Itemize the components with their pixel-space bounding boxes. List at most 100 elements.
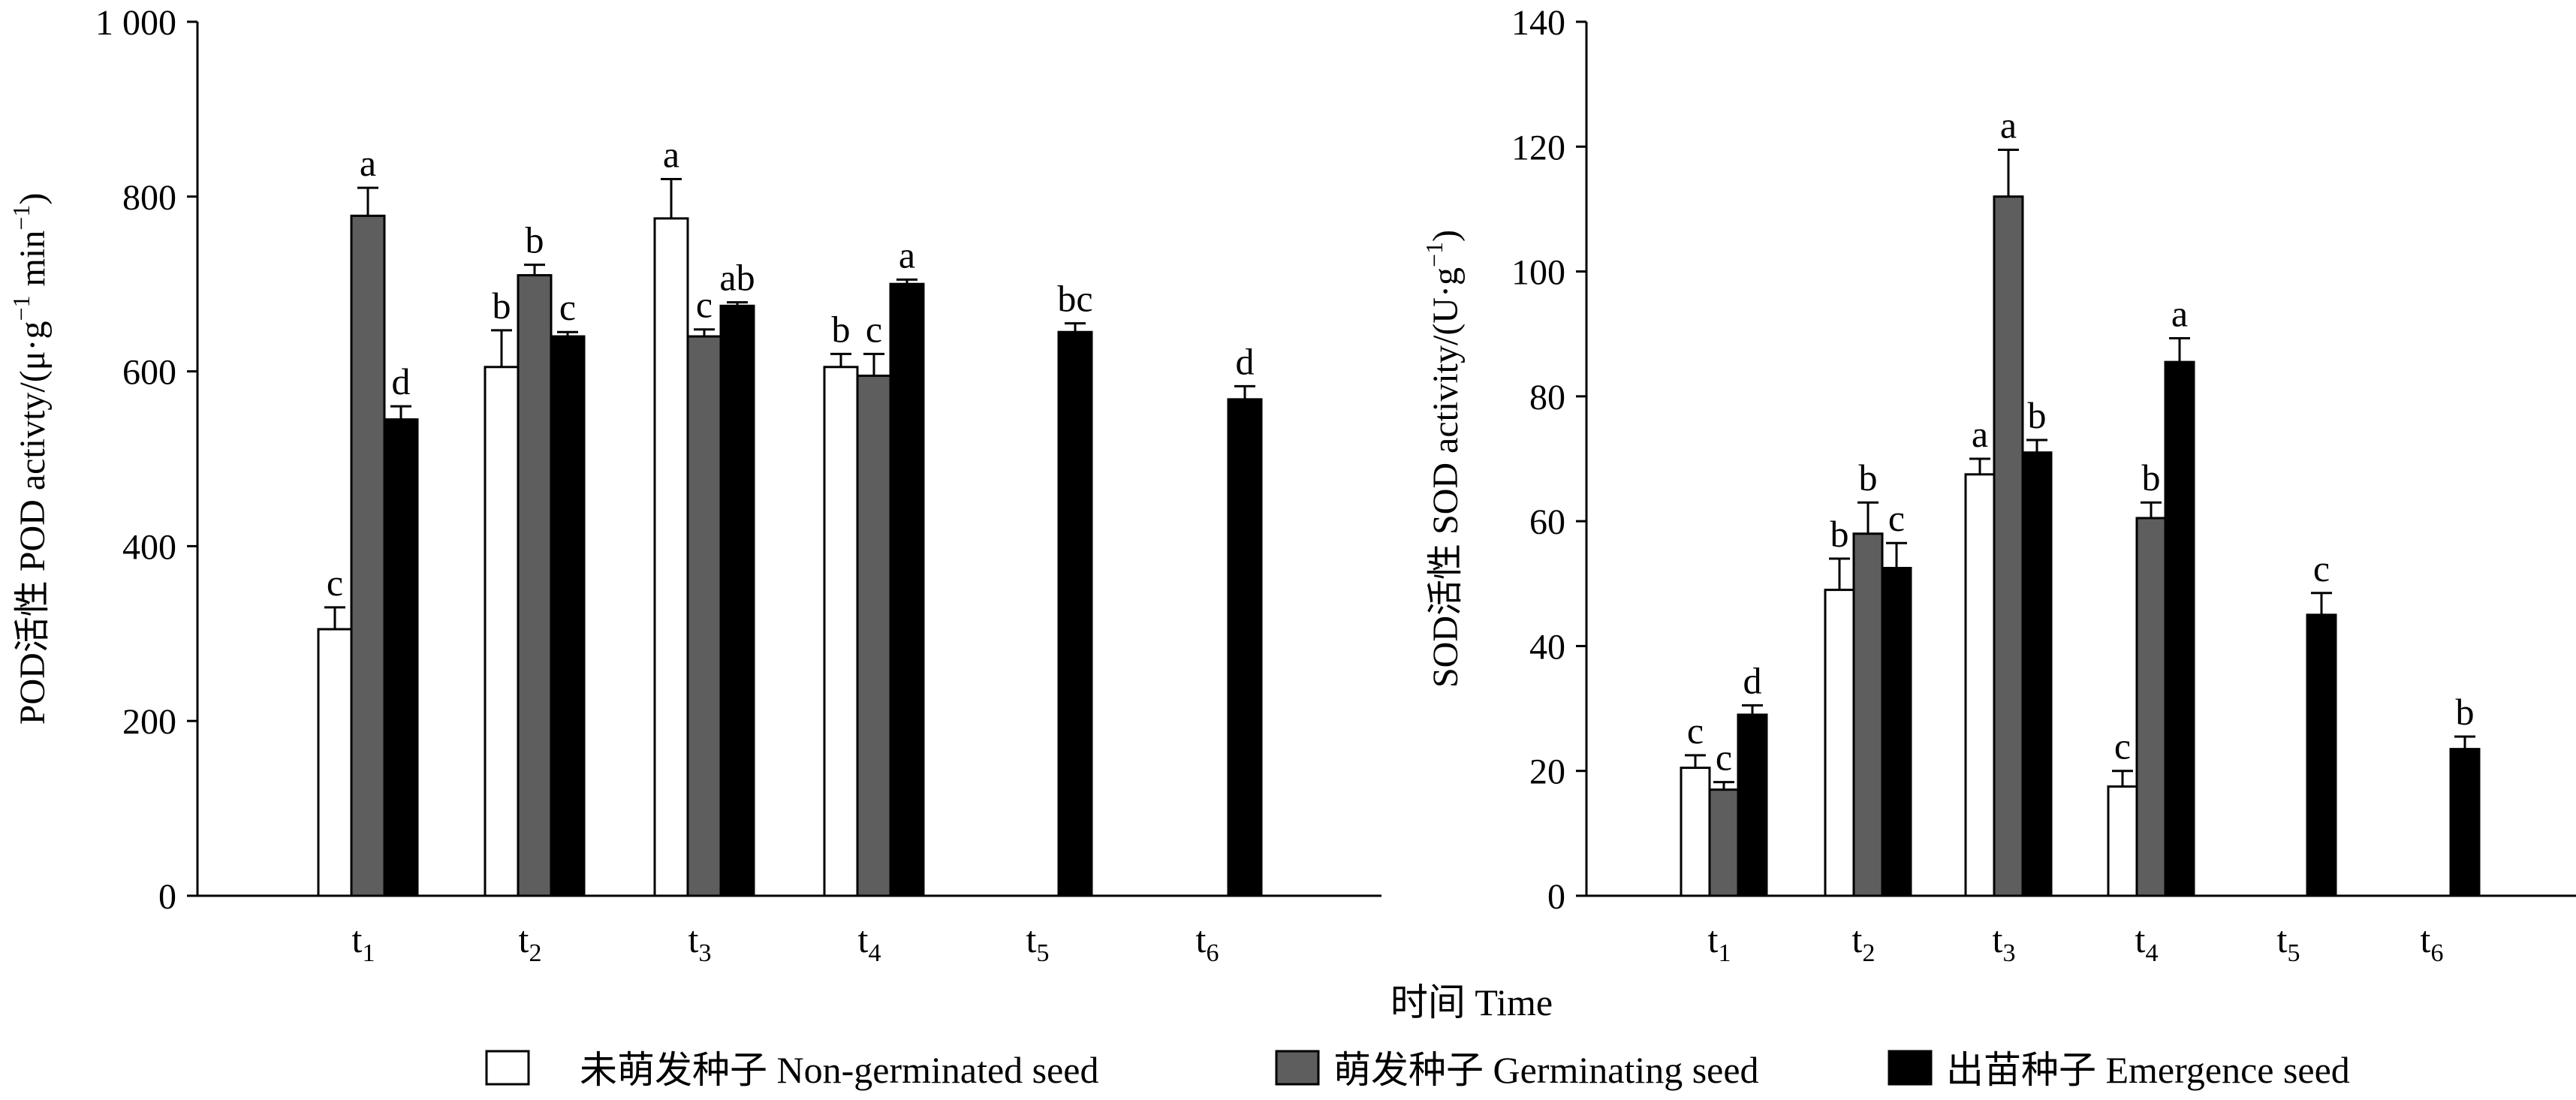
significance-letter: c: [327, 562, 343, 604]
bar-germinating-t3: [1993, 195, 2024, 897]
significance-letter: b: [2142, 457, 2161, 499]
y-axis-label: SOD活性 SOD activity/(U·g−1): [1421, 230, 1466, 688]
bar-germinating-t1: [350, 214, 386, 897]
significance-letter: d: [392, 360, 411, 402]
bar-germinating-t3: [686, 335, 722, 897]
bar-emergence-t5: [2306, 613, 2337, 897]
y-axis-label-end: ): [13, 193, 53, 205]
significance-letter: c: [1888, 497, 1905, 539]
significance-letter: d: [1743, 659, 1762, 701]
significance-letter: b: [2456, 691, 2475, 733]
significance-letter: b: [493, 285, 511, 327]
x-tick-label: t1: [1708, 918, 1731, 967]
significance-letter: c: [559, 286, 576, 328]
significance-letter: c: [1716, 737, 1732, 779]
bar-emergence-t2: [550, 335, 586, 897]
bar-non-germinated-t1: [1680, 767, 1711, 897]
y-tick-label: 0: [1547, 877, 1565, 917]
significance-letter: d: [1236, 340, 1255, 382]
bar-non-germinated-t2: [484, 366, 520, 897]
bar-non-germinated-t3: [1964, 473, 1996, 897]
pod-chart: 0 200 400 600 800 1 000 POD活性 POD activty/(μ·g…: [8, 3, 1381, 967]
significance-letter: a: [2171, 293, 2188, 335]
bar-emergence-t2: [1881, 567, 1912, 897]
bar-germinating-t4: [856, 374, 892, 897]
y-tick-label: 40: [1529, 627, 1565, 667]
legend-swatch-germinating: [1275, 1050, 1320, 1086]
legend-swatch-emergence: [1888, 1050, 1933, 1086]
y-axis-label-unit: min: [13, 231, 53, 296]
legend: 未萌发种子 Non-germinated seed 萌发种子 Germinati…: [485, 1049, 2350, 1091]
x-tick-label: t2: [1852, 918, 1876, 967]
x-tick-label: t3: [1993, 918, 2016, 967]
significance-letter: a: [360, 142, 376, 184]
x-tick-label: t2: [519, 918, 542, 967]
y-axis-label-cn: SOD活性: [1426, 535, 1466, 688]
y-axis-label-en: POD activty/(μ·g: [13, 321, 53, 572]
significance-letter: c: [696, 284, 713, 326]
x-tick-label: t5: [1026, 918, 1050, 967]
bar-germinating-t2: [517, 274, 553, 897]
y-tick-label: 400: [122, 527, 176, 567]
y-tick-label: 140: [1511, 3, 1565, 43]
x-tick-label: t1: [352, 918, 375, 967]
y-tick-label: 600: [122, 353, 176, 393]
significance-letter: b: [832, 308, 851, 350]
legend-label-emergence: 出苗种子 Emergence seed: [1946, 1049, 2350, 1091]
y-axis-label: POD活性 POD activty/(μ·g−1 min−1): [8, 193, 53, 725]
bar-emergence-t3: [719, 304, 755, 897]
x-tick-label: t4: [2135, 918, 2159, 967]
significance-letter: c: [2114, 725, 2131, 767]
significance-letter: a: [1972, 413, 1988, 455]
legend-label-germinating: 萌发种子 Germinating seed: [1333, 1049, 1759, 1091]
y-axis-label-sup: −1: [8, 205, 35, 231]
bar-emergence-t1: [383, 418, 419, 897]
y-axis-label-sup: −1: [1421, 242, 1448, 267]
y-tick-label: 800: [122, 178, 176, 218]
bar-non-germinated-t1: [317, 628, 353, 897]
bar-non-germinated-t4: [823, 366, 859, 897]
bar-emergence-t6: [2449, 748, 2481, 897]
y-tick-label: 120: [1511, 128, 1565, 167]
significance-letter: a: [899, 234, 915, 276]
legend-label-non-germinated: 未萌发种子 Non-germinated seed: [580, 1049, 1099, 1091]
y-tick-label: 80: [1529, 378, 1565, 417]
sod-chart: 0 20 40 60 80 100 120 140 SOD活性 SOD activity/(U·…: [1421, 3, 2576, 967]
significance-letter: b: [526, 219, 544, 261]
significance-letter: b: [2028, 394, 2047, 436]
x-axis-label: 时间 Time: [1390, 981, 1553, 1023]
bar-germinating-t1: [1708, 788, 1740, 897]
x-tick-label: t6: [1196, 918, 1219, 967]
bar-emergence-t3: [2021, 451, 2053, 897]
bar-germinating-t4: [2135, 517, 2167, 897]
bar-germinating-t2: [1852, 532, 1884, 897]
x-tick-label: t6: [2421, 918, 2444, 967]
y-axis-label-en: SOD activity/(U·g: [1426, 267, 1466, 535]
y-axis-label-sup: −1: [8, 295, 35, 321]
y-tick-label: 20: [1529, 752, 1565, 792]
significance-letter: a: [663, 134, 679, 176]
bar-emergence-t6: [1227, 398, 1263, 897]
significance-letter: c: [2313, 547, 2330, 589]
bar-non-germinated-t2: [1824, 589, 1855, 897]
bar-emergence-t1: [1737, 713, 1768, 897]
x-tick-label: t4: [858, 918, 881, 967]
y-tick-label: 0: [158, 877, 176, 917]
bar-emergence-t4: [2164, 360, 2195, 897]
y-tick-label: 60: [1529, 502, 1565, 542]
y-tick-label: 1 000: [95, 3, 176, 43]
bar-non-germinated-t4: [2107, 785, 2138, 897]
bar-non-germinated-t3: [653, 217, 689, 897]
x-tick-label: t5: [2277, 918, 2300, 967]
significance-letter: b: [1830, 513, 1849, 555]
y-tick-label: 100: [1511, 253, 1565, 293]
bar-emergence-t5: [1057, 330, 1093, 897]
y-axis-label-end: ): [1426, 230, 1466, 242]
x-tick-label: t3: [688, 918, 712, 967]
bar-emergence-t4: [889, 282, 925, 897]
significance-letter: b: [1859, 457, 1878, 499]
significance-letter: a: [2000, 104, 2017, 146]
significance-letter: ab: [719, 257, 755, 299]
y-tick-label: 200: [122, 702, 176, 742]
